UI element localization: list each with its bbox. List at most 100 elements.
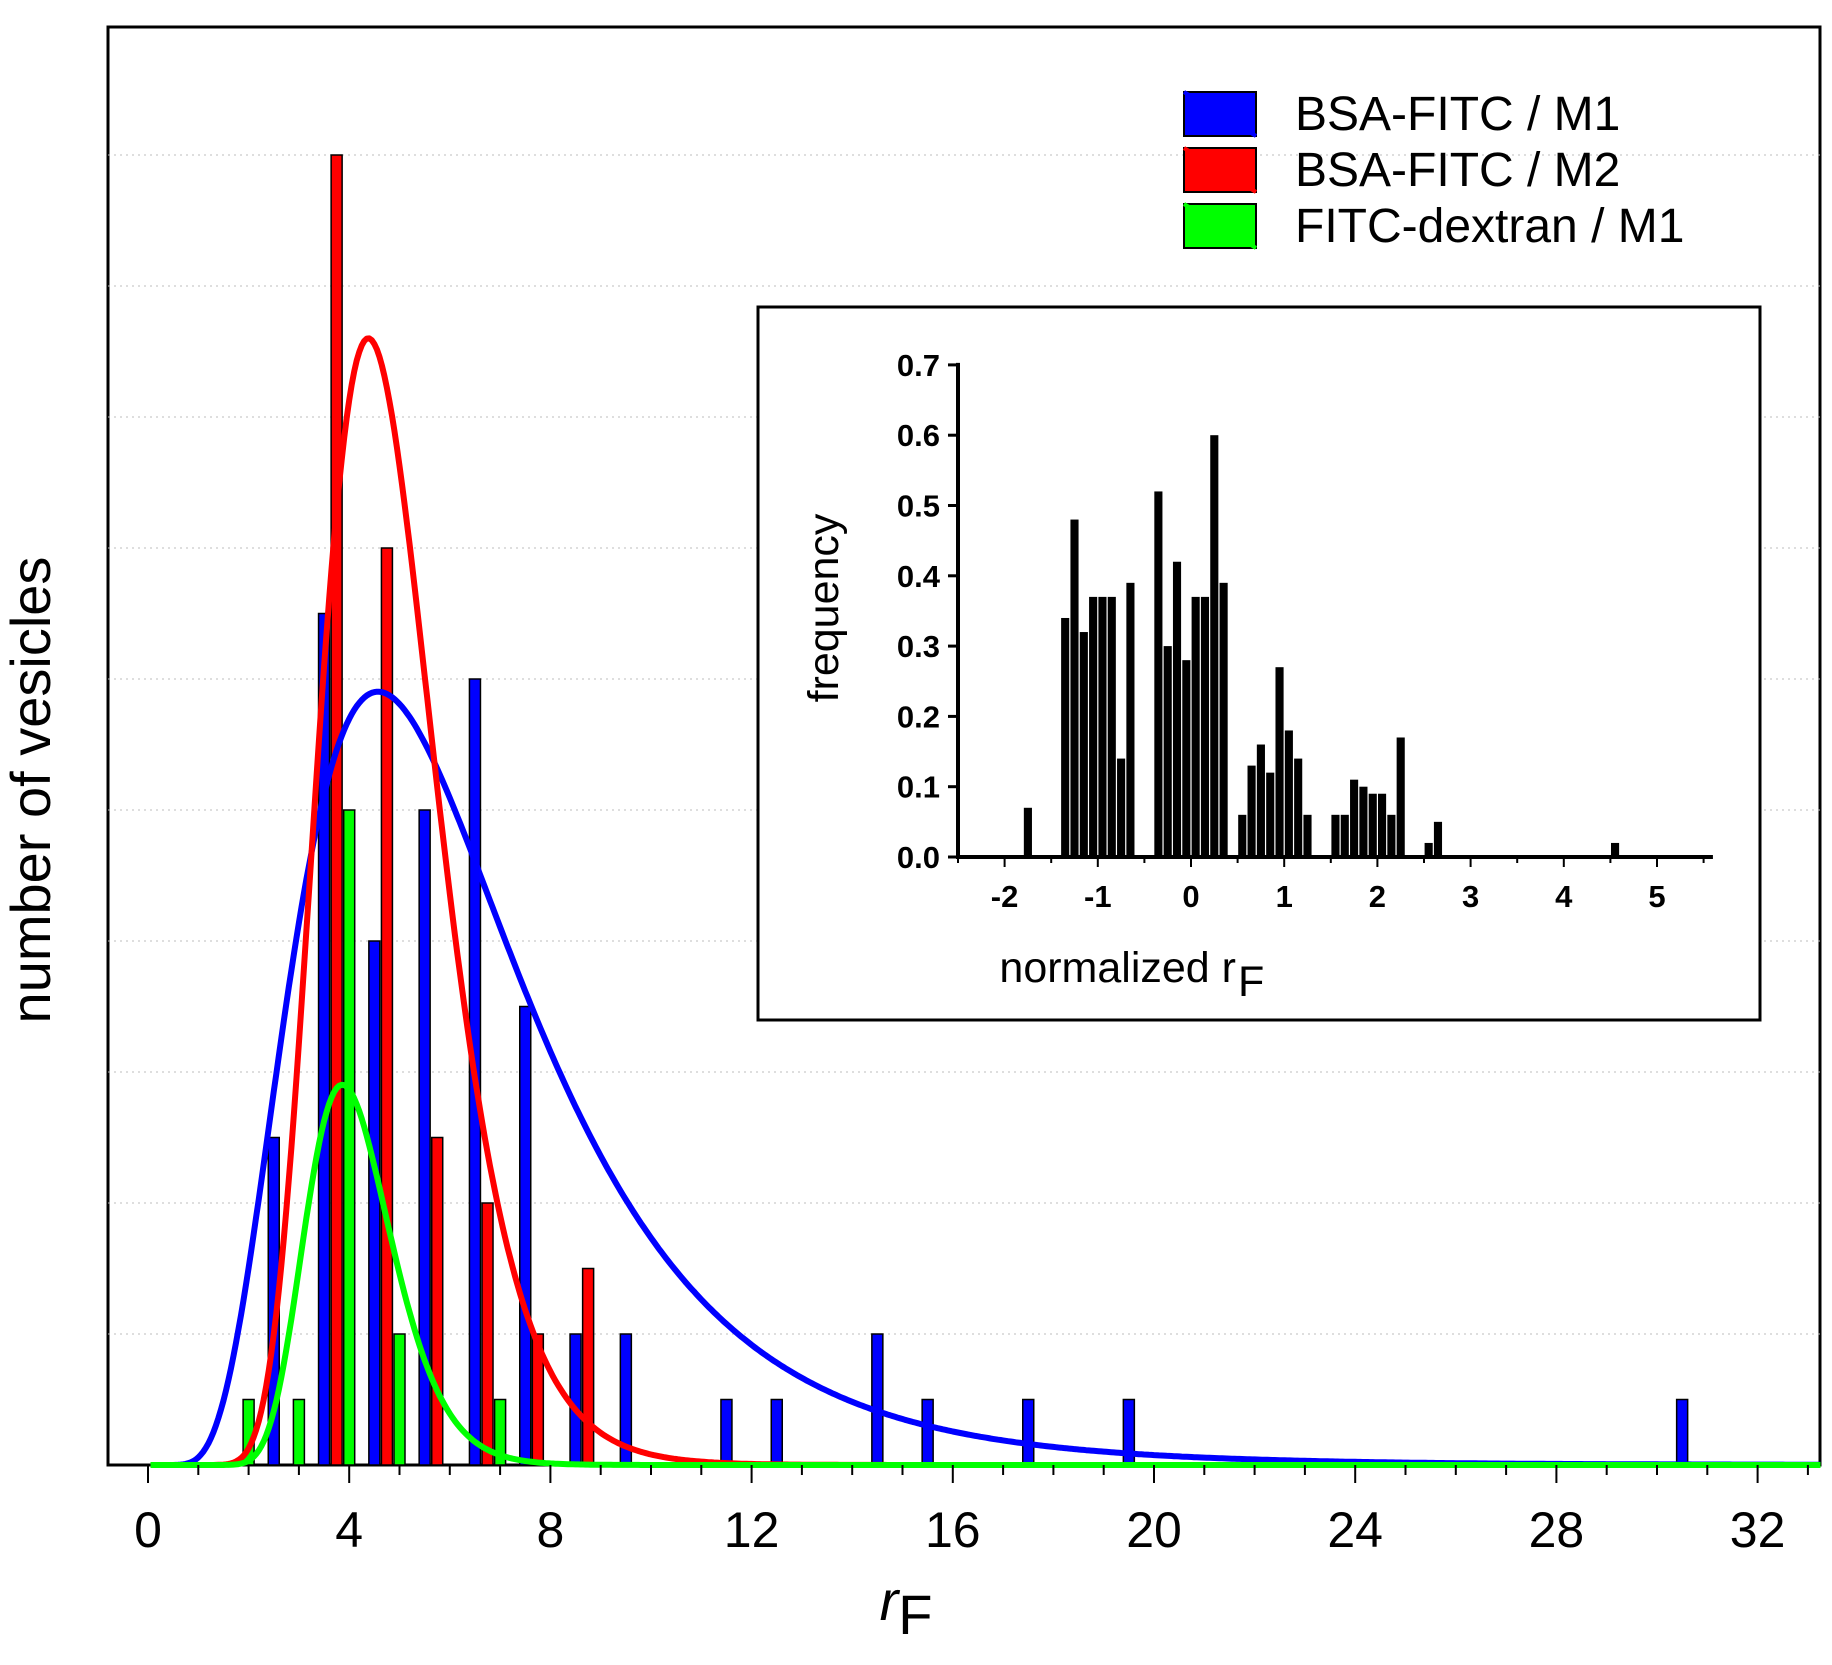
inset-bar-28 (1359, 786, 1368, 857)
inset-bar-4 (1089, 596, 1098, 857)
bar-series0-5 (519, 1005, 532, 1466)
x-tick-label: 16 (925, 1502, 981, 1558)
inset-x-axis-label-subscript: F (1238, 958, 1264, 1006)
x-tick-label: 12 (724, 1502, 780, 1558)
bar-series0-6 (569, 1333, 582, 1466)
inset-bar-24 (1303, 814, 1312, 857)
bar-series1-1 (380, 547, 394, 1466)
inset-bar-3 (1079, 632, 1088, 857)
inset-bar-14 (1200, 596, 1210, 857)
x-axis-label-subscript: F (898, 1583, 932, 1646)
inset-y-tick-label: 0.5 (897, 489, 940, 524)
inset-bar-8 (1126, 582, 1135, 857)
inset-y-tick-label: 0.6 (897, 418, 940, 453)
bar-series0-10 (871, 1333, 884, 1466)
x-axis-label: rF (880, 1569, 933, 1646)
inset-x-tick-label: 3 (1462, 879, 1479, 914)
x-tick-label: 8 (536, 1502, 564, 1558)
bar-series1-0 (330, 154, 343, 1466)
inset-y-axis-label: frequency (800, 513, 848, 702)
inset-x-tick-label: 2 (1369, 879, 1386, 914)
x-axis: 0 4 8 12 16 20 24 28 32 (134, 1465, 1809, 1558)
inset-bar-27 (1350, 779, 1359, 857)
inset-bar-7 (1117, 758, 1126, 857)
inset-x-tick-label: -1 (1084, 879, 1112, 914)
x-tick-label: 4 (335, 1502, 363, 1558)
inset-y-tick-label: 0.3 (897, 629, 940, 664)
legend-label-0: BSA-FITC / M1 (1295, 88, 1620, 141)
legend-label-2: FITC-dextran / M1 (1295, 200, 1684, 253)
inset-bar-20 (1266, 772, 1275, 857)
bar-series1-5 (581, 1267, 595, 1466)
bar-series0-9 (770, 1398, 783, 1466)
fit-curve-series2 (150, 1081, 1821, 1468)
inset-bar-15 (1210, 435, 1219, 857)
inset-bar-2 (1070, 519, 1079, 857)
inset-bar-35 (1611, 842, 1620, 857)
bar-series1-2 (430, 1136, 444, 1466)
bar-series2-3 (393, 1333, 406, 1466)
inset-bar-22 (1284, 730, 1293, 857)
inset-axes: 0.0 0.1 0.2 0.3 0.4 0.5 0.6 0.7 -2 -1 0 1 2 3 4 5 (897, 348, 1713, 914)
inset-y-tick-label: 0.7 (897, 348, 940, 383)
inset-x-tick-label: 0 (1182, 879, 1199, 914)
x-tick-label: 32 (1730, 1502, 1786, 1558)
inset-bar-1 (1061, 617, 1070, 857)
inset-x-tick-label: 1 (1276, 879, 1293, 914)
inset-y-tick-label: 0.0 (897, 840, 940, 875)
inset-bar-32 (1396, 737, 1405, 857)
inset-y-tick-label: 0.1 (897, 770, 940, 805)
inset-x-tick-label: 5 (1648, 879, 1665, 914)
bar-series0-12 (1022, 1398, 1035, 1466)
x-tick-label: 28 (1529, 1502, 1585, 1558)
inset-bar-9 (1154, 491, 1163, 857)
x-tick-label: 0 (134, 1502, 162, 1558)
inset-x-tick-label: 4 (1555, 879, 1573, 914)
bar-series0-8 (720, 1398, 733, 1466)
inset-y-tick-label: 0.4 (897, 559, 941, 594)
bar-series2-1 (292, 1398, 306, 1466)
inset-bar-30 (1378, 793, 1387, 857)
inset-x-tick-label: -2 (991, 879, 1019, 914)
legend-label-1: BSA-FITC / M2 (1295, 144, 1620, 197)
inset-bar-11 (1172, 561, 1182, 857)
inset-bar-5 (1098, 596, 1107, 857)
inset-bar-18 (1247, 765, 1256, 857)
bar-series1-3 (481, 1202, 494, 1466)
inset-bar-25 (1331, 814, 1340, 857)
x-tick-label: 20 (1126, 1502, 1182, 1558)
inset-bar-33 (1424, 842, 1433, 857)
bar-series0-1 (317, 612, 331, 1466)
bar-series2-2 (342, 809, 356, 1466)
bar-series0-3 (418, 809, 431, 1466)
inset-bar-12 (1182, 660, 1191, 857)
inset-bar-19 (1256, 744, 1265, 857)
inset-y-tick-label: 0.2 (897, 699, 940, 734)
inset-frame (756, 305, 1762, 1022)
inset-bar-31 (1387, 814, 1396, 857)
inset-bar-17 (1238, 814, 1247, 857)
x-tick-label: 24 (1327, 1502, 1383, 1558)
inset-bars (1023, 435, 1620, 857)
inset-bar-6 (1107, 596, 1116, 857)
inset-bar-13 (1191, 596, 1200, 857)
bar-series0-14 (1675, 1398, 1689, 1466)
main-bars (242, 154, 1689, 1466)
y-axis-label: number of vesicles (0, 557, 62, 1024)
inset-bar-29 (1368, 793, 1377, 857)
inset-bar-21 (1275, 667, 1284, 857)
inset-bar-34 (1433, 821, 1443, 857)
inset-bar-0 (1023, 807, 1032, 857)
bar-series0-11 (921, 1398, 934, 1466)
inset-bar-10 (1163, 646, 1172, 857)
inset-x-axis-label: normalized r (999, 944, 1236, 992)
fit-curves (150, 335, 1821, 1468)
inset-bar-16 (1219, 582, 1228, 857)
legend-line-1 (1182, 146, 1258, 194)
legend-line-2 (1182, 202, 1258, 250)
bar-series0-2 (368, 940, 381, 1466)
inset-bar-23 (1294, 758, 1303, 857)
legend-line-0 (1182, 90, 1258, 138)
